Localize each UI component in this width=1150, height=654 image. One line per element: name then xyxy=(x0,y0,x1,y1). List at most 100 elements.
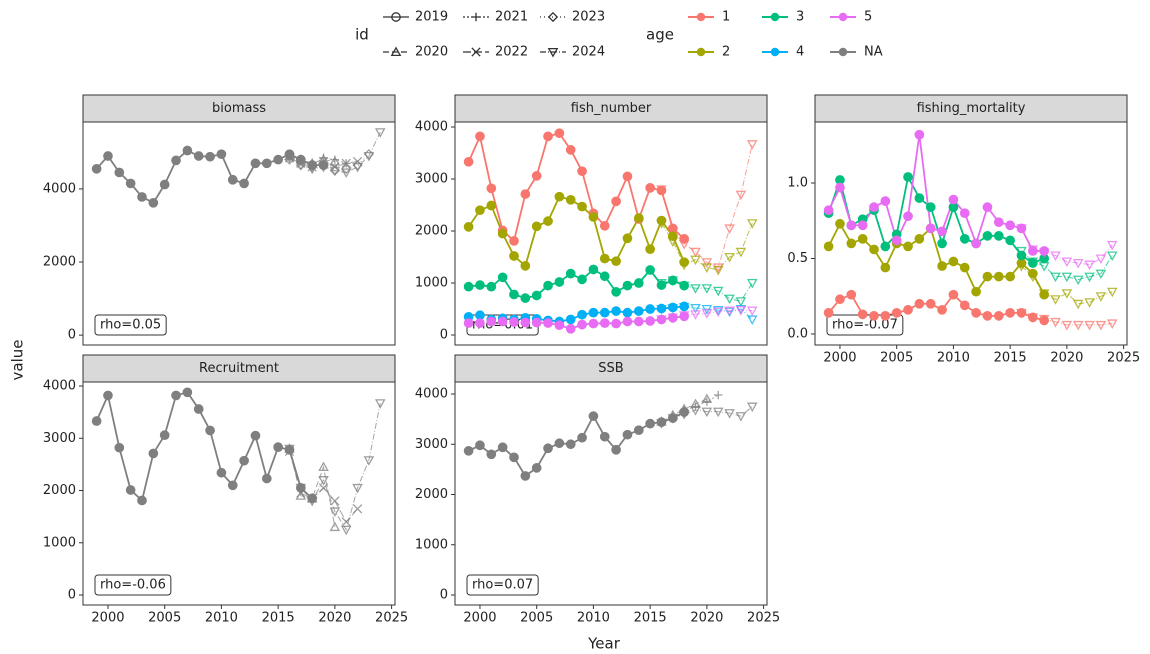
point xyxy=(937,238,947,249)
x-tick-label: 2005 xyxy=(880,351,913,366)
point xyxy=(701,258,713,268)
point xyxy=(509,251,519,261)
point xyxy=(340,525,352,536)
point xyxy=(611,306,621,316)
point xyxy=(746,278,758,289)
point xyxy=(690,406,701,416)
point xyxy=(701,284,713,294)
point xyxy=(846,238,857,249)
point xyxy=(611,196,621,207)
point xyxy=(622,233,633,244)
point xyxy=(690,284,701,294)
point xyxy=(622,171,633,182)
point xyxy=(554,191,565,202)
x-tick-label: 2000 xyxy=(463,611,496,626)
point xyxy=(227,480,238,491)
point xyxy=(701,263,713,273)
point xyxy=(611,256,621,267)
point xyxy=(880,262,891,273)
point xyxy=(633,306,644,316)
x-tick-label: 2000 xyxy=(91,611,124,626)
point xyxy=(374,399,386,409)
point xyxy=(1050,317,1061,328)
point xyxy=(903,172,913,182)
point xyxy=(1027,272,1039,283)
point xyxy=(1072,299,1084,310)
point xyxy=(1072,320,1084,331)
y-axis-label: value xyxy=(9,340,27,381)
point xyxy=(497,228,508,239)
point xyxy=(903,211,913,222)
point xyxy=(678,311,690,321)
point xyxy=(486,281,497,292)
point xyxy=(611,444,621,455)
point xyxy=(363,151,375,162)
point xyxy=(148,448,159,459)
legend-marker xyxy=(547,11,559,23)
point xyxy=(114,442,125,453)
point xyxy=(284,444,295,455)
point xyxy=(971,286,981,297)
point xyxy=(1050,251,1061,262)
point xyxy=(645,244,655,255)
point xyxy=(565,323,576,334)
point xyxy=(746,402,758,413)
point xyxy=(1084,298,1095,308)
strip-title: fish_number xyxy=(571,101,652,116)
point xyxy=(577,274,587,285)
point xyxy=(509,289,519,300)
point xyxy=(531,290,542,301)
legend-marker xyxy=(838,47,848,57)
point xyxy=(227,174,238,185)
point xyxy=(497,442,508,453)
legend-label: 2021 xyxy=(495,10,528,25)
point xyxy=(959,208,970,219)
point xyxy=(341,517,351,527)
point xyxy=(475,318,485,328)
point xyxy=(645,316,655,326)
y-tick-label: 1000 xyxy=(43,535,76,550)
point xyxy=(724,252,735,263)
point xyxy=(622,429,633,440)
point xyxy=(903,241,913,252)
point xyxy=(1038,262,1050,272)
point xyxy=(463,281,474,292)
legend-label: 2024 xyxy=(572,45,605,60)
point xyxy=(554,320,565,330)
point xyxy=(690,310,701,320)
point xyxy=(565,145,576,155)
x-tick-label: 2020 xyxy=(690,611,723,626)
point xyxy=(352,504,363,514)
point xyxy=(735,297,747,307)
panel: biomass 0 2000 4000 rho=0.05 xyxy=(43,94,396,346)
point xyxy=(823,241,834,252)
point xyxy=(891,235,902,246)
point xyxy=(712,307,724,318)
point xyxy=(588,411,599,421)
point xyxy=(857,234,868,244)
annotation: rho=-0.06 xyxy=(100,578,166,593)
point xyxy=(857,309,868,320)
legend-marker xyxy=(390,46,402,57)
point xyxy=(239,455,249,466)
point xyxy=(193,151,204,161)
point xyxy=(645,182,655,193)
point xyxy=(599,307,610,318)
point xyxy=(880,241,891,252)
point xyxy=(1095,269,1107,280)
point xyxy=(982,271,993,282)
point xyxy=(1016,262,1027,272)
point xyxy=(948,256,959,267)
point xyxy=(667,226,679,237)
point xyxy=(746,140,758,150)
point xyxy=(588,307,599,318)
annotation-box xyxy=(94,314,167,336)
point xyxy=(250,158,261,169)
point xyxy=(486,183,497,194)
strip-title: SSB xyxy=(598,361,623,376)
point xyxy=(318,476,329,486)
strip-title: Recruitment xyxy=(199,361,279,376)
point xyxy=(103,390,113,401)
point xyxy=(1005,271,1015,282)
